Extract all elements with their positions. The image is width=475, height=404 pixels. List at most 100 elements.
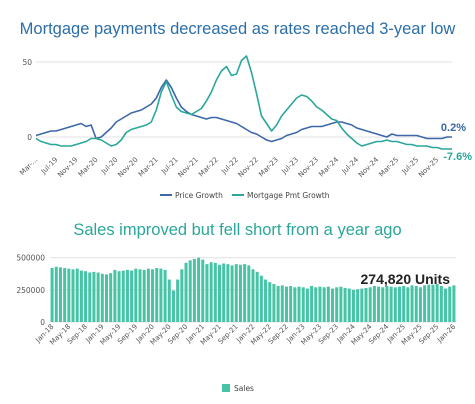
bar-x-tick-sep-18: Sep-18 [66, 323, 89, 346]
sales-bar [318, 286, 322, 322]
sales-bar [410, 285, 414, 322]
sales-bar [226, 264, 230, 322]
sales-bar [423, 285, 427, 322]
mortgage-pmt-end-label: -7.6% [443, 151, 472, 163]
sales-bar [88, 272, 92, 322]
sales-bar [331, 288, 335, 322]
bar-x-tick-may-20: May-20 [149, 323, 173, 347]
line-x-tick-nov-22: Nov-22 [237, 156, 260, 179]
sales-bar [138, 269, 142, 322]
sales-bar [96, 272, 100, 322]
line-chart-title: Mortgage payments decreased as rates rea… [19, 20, 456, 38]
bar-x-tick-sep-19: Sep-19 [116, 323, 139, 346]
line-y-tick-50: 50 [22, 58, 32, 67]
sales-bar [397, 286, 401, 322]
sales-bar [84, 271, 88, 322]
bar-x-tick-jan-23: Jan-23 [285, 323, 307, 345]
sales-bar [356, 289, 360, 322]
series-line-price-growth [35, 79, 452, 143]
line-x-tick-nov-24: Nov-24 [357, 155, 381, 179]
sales-bar [163, 269, 167, 322]
sales-bar [109, 273, 113, 322]
line-chart-legend: Price Growth Mortgage Pmt Growth [160, 191, 330, 200]
sales-bar [54, 266, 58, 322]
sales-bar [113, 269, 117, 322]
sales-bar [234, 264, 238, 322]
sales-bar [280, 285, 284, 322]
bar-x-tick-jan-22: Jan-22 [234, 323, 256, 345]
line-x-tick-mar-20: Mar-20 [77, 156, 100, 179]
bar-x-tick-sep-20: Sep-20 [166, 323, 189, 346]
line-x-tick-nov-21: Nov-21 [177, 156, 200, 179]
sales-bar [79, 270, 83, 322]
sales-bar [58, 267, 62, 322]
legend-label-sales: Sales [234, 384, 254, 393]
sales-bar [272, 284, 276, 322]
sales-bar [67, 268, 71, 322]
bar-x-tick-labels: Jan-18May-18Sep-18Jan-19May-19Sep-19Jan-… [33, 322, 457, 346]
sales-bar [393, 287, 397, 322]
sales-bar [63, 268, 67, 322]
sales-bar [125, 269, 129, 322]
sales-bar [360, 288, 364, 322]
sales-bar [364, 287, 368, 322]
line-x-tick-mar-22: Mar-22 [197, 156, 220, 179]
sales-bar [188, 260, 192, 322]
sales-bar [184, 262, 188, 322]
bar-y-tick-500000: 500000 [16, 254, 45, 263]
bar-x-tick-may-18: May-18 [48, 323, 72, 347]
bar-chart-title: Sales improved but fell short from a yea… [73, 221, 402, 239]
sales-bar [372, 286, 376, 322]
price-growth-end-label: 0.2% [441, 122, 466, 134]
sales-bar [146, 268, 150, 322]
line-x-tick-mar-21: Mar-21 [137, 156, 160, 179]
line-x-tick-mar-24: Mar-24 [317, 155, 340, 178]
sales-bar [448, 286, 452, 322]
line-y-tick-0: 0 [27, 133, 32, 142]
sales-bar [71, 269, 75, 322]
sales-bar [268, 282, 272, 322]
legend-label-mortgage-pmt-growth: Mortgage Pmt Growth [247, 191, 330, 200]
sales-bar [205, 264, 209, 322]
line-x-tick-mar-23: Mar-23 [257, 156, 280, 179]
sales-bar [171, 290, 175, 322]
sales-bar [439, 286, 443, 322]
sales-bar [385, 286, 389, 322]
bar-y-tick-250000: 250000 [16, 286, 45, 295]
line-x-tick-nov-20: Nov-20 [116, 156, 139, 179]
sales-bar [134, 268, 138, 322]
sales-bar [322, 287, 326, 322]
sales-bar [192, 259, 196, 322]
sales-bar [264, 279, 268, 322]
bar-x-tick-may-24: May-24 [350, 322, 374, 346]
sales-bar [222, 263, 226, 322]
sales-bar [130, 270, 134, 322]
sales-bar [414, 286, 418, 322]
bar-chart-legend: Sales [222, 384, 254, 393]
bar-y-tick-0: 0 [40, 318, 45, 327]
line-x-tick-mar-25: Mar-25 [378, 156, 401, 179]
bar-x-tick-jan-21: Jan-21 [184, 323, 206, 345]
sales-bar [159, 268, 163, 322]
sales-bar [276, 286, 280, 322]
sales-bar [255, 271, 259, 322]
line-chart-grid [36, 61, 452, 138]
sales-bar [176, 279, 180, 322]
sales-bar [289, 286, 293, 322]
bar-x-tick-may-22: May-22 [249, 323, 273, 347]
bar-x-tick-sep-25: Sep-25 [417, 323, 440, 346]
sales-bar [230, 265, 234, 322]
bar-x-tick-may-23: May-23 [299, 323, 323, 347]
sales-bar [213, 262, 217, 322]
bar-x-tick-jan-24: Jan-24 [335, 322, 357, 344]
bar-chart-grid [50, 257, 456, 323]
line-x-tick-nov-19: Nov-19 [56, 156, 79, 179]
sales-bar [431, 284, 435, 322]
line-x-tick-nov-23: Nov-23 [297, 156, 320, 179]
bar-x-tick-may-25: May-25 [400, 323, 424, 347]
sales-bar [243, 264, 247, 322]
sales-bar [100, 273, 104, 322]
bar-x-tick-may-21: May-21 [199, 323, 223, 347]
